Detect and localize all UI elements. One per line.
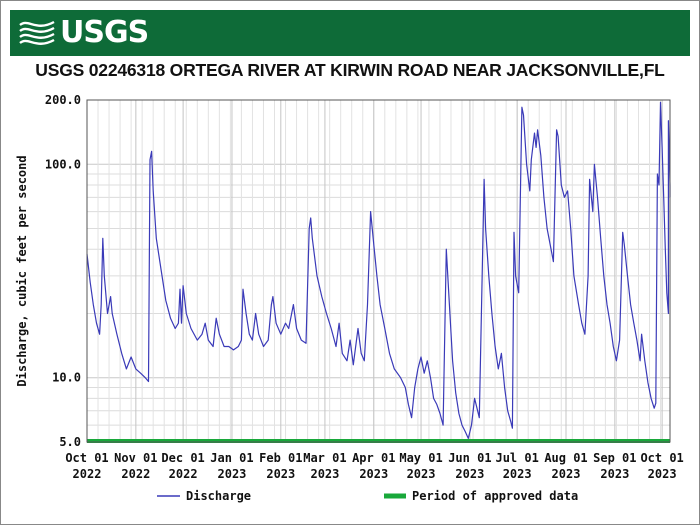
x-tick-year-label: 2023: [310, 467, 339, 481]
x-tick-year-label: 2022: [73, 467, 102, 481]
x-tick-label: Apr 01: [352, 451, 395, 465]
x-tick-year-label: 2022: [169, 467, 198, 481]
x-tick-label: Oct 01: [65, 451, 108, 465]
x-tick-year-label: 2022: [121, 467, 150, 481]
x-tick-label: May 01: [399, 451, 442, 465]
x-tick-label: Oct 01: [640, 451, 683, 465]
x-tick-label: Sep 01: [593, 451, 636, 465]
y-tick-label: 5.0: [59, 435, 81, 449]
usgs-logo-text: USGS: [60, 15, 149, 50]
x-tick-year-label: 2023: [648, 467, 677, 481]
x-tick-year-label: 2023: [600, 467, 629, 481]
legend-discharge-label: Discharge: [186, 489, 251, 503]
x-tick-year-label: 2023: [218, 467, 247, 481]
x-tick-label: Jun 01: [448, 451, 491, 465]
y-tick-label: 100.0: [45, 157, 81, 171]
plot-area: [87, 100, 670, 442]
y-tick-label: 10.0: [52, 371, 81, 385]
x-tick-year-label: 2023: [407, 467, 436, 481]
x-tick-label: Jul 01: [495, 451, 538, 465]
x-tick-year-label: 2023: [359, 467, 388, 481]
x-tick-label: Jan 01: [210, 451, 253, 465]
plot-frame: [86, 99, 671, 443]
x-tick-label: Mar 01: [303, 451, 346, 465]
x-tick-label: Feb 01: [259, 451, 302, 465]
y-axis-label: Discharge, cubic feet per second: [15, 155, 29, 386]
x-tick-year-label: 2023: [266, 467, 295, 481]
y-tick-label: 200.0: [45, 93, 81, 107]
x-tick-year-label: 2023: [503, 467, 532, 481]
discharge-line: [86, 101, 671, 439]
x-tick-label: Dec 01: [161, 451, 204, 465]
x-tick-year-label: 2023: [552, 467, 581, 481]
legend-approved-label: Period of approved data: [412, 489, 578, 503]
usgs-wave-icon: [19, 20, 55, 45]
usgs-banner: USGS: [10, 10, 690, 56]
x-tick-label: Nov 01: [114, 451, 157, 465]
x-tick-label: Aug 01: [544, 451, 587, 465]
usgs-logo: USGS: [18, 15, 149, 50]
chart-title: USGS 02246318 ORTEGA RIVER AT KIRWIN ROA…: [35, 60, 665, 80]
x-tick-year-label: 2023: [455, 467, 484, 481]
